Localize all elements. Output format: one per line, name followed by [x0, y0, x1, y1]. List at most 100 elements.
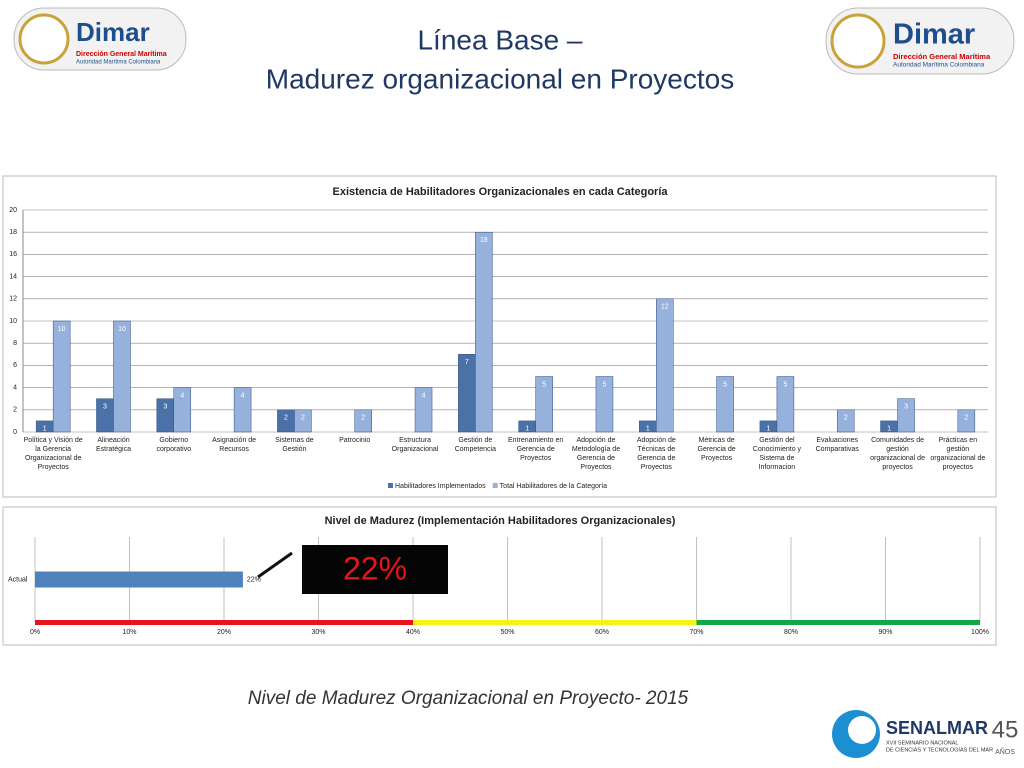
x-tick-label: 60%	[595, 629, 609, 636]
x-tick-label-box: Estructura Organizacional	[392, 437, 439, 453]
bar	[716, 376, 734, 433]
chart-frame	[2, 175, 997, 498]
x-tick-label: 50%	[500, 629, 514, 636]
x-tick-label-box: Gestión de Competencia	[455, 437, 496, 453]
x-tick-label: 100%	[971, 629, 989, 636]
x-tick-label: Evaluaciones Comparativas	[815, 437, 859, 453]
scale-band	[696, 620, 980, 625]
x-tick-label: 0%	[30, 629, 40, 636]
data-label: 18	[480, 237, 488, 244]
bar	[113, 320, 131, 433]
data-label: 3	[904, 404, 908, 411]
data-label: 2	[964, 415, 968, 422]
x-tick-label: 30%	[311, 629, 325, 636]
x-tick-label: Alineación Estratégica	[95, 437, 131, 453]
bar	[173, 387, 192, 433]
bar	[776, 376, 795, 433]
x-tick-label-box: Alineación Estratégica	[95, 437, 131, 453]
x-tick-label-box: Asignación de Recursos	[212, 437, 257, 453]
bar	[475, 231, 493, 433]
bar	[957, 409, 976, 433]
bar	[836, 409, 855, 433]
x-tick-label: Comunidades de gestión organizacional de…	[870, 437, 925, 471]
bar	[595, 376, 614, 433]
x-tick-label-box: Adopción de Metodología de Gerencia de P…	[571, 437, 621, 471]
x-tick-label: Patrocinio	[339, 437, 371, 444]
data-label: 4	[180, 392, 184, 399]
y-tick-label: 18	[9, 229, 17, 236]
x-tick-label: Política y Visión de la Gerencia Organiz…	[23, 437, 83, 471]
logo-name: Dimar	[893, 19, 975, 51]
slide-title: Madurez organizacional en Proyectos	[266, 63, 734, 94]
x-tick-label: 40%	[406, 629, 420, 636]
x-tick-label-box: Entrenamiento en Gerencia de Proyectos	[508, 437, 563, 462]
y-tick-label: 6	[13, 362, 17, 369]
footer-line1: XVII SEMINARIO NACIONAL	[886, 740, 958, 746]
x-tick-label-box: Prácticas en gestión organizacional de p…	[930, 437, 985, 471]
data-label: 10	[118, 326, 126, 333]
chart-title: Nivel de Madurez (Implementación Habilit…	[325, 515, 676, 527]
x-tick-label-box: Gestión del Conocimiento y Sistema de In…	[753, 437, 801, 471]
legend-swatch	[388, 483, 393, 488]
footer-emblem	[848, 716, 876, 744]
x-tick-label: Sistemas de Gestión	[275, 437, 314, 453]
annotation-arrow	[257, 551, 293, 579]
data-label: 12	[661, 304, 669, 311]
data-label: 1	[646, 426, 650, 433]
x-tick-label-box: Gobierno corporativo	[156, 437, 192, 453]
footer-years-label: AÑOS	[995, 747, 1015, 756]
slide-title: Línea Base –	[417, 24, 582, 55]
x-tick-label: Adopción de Técnicas de Gerencia de Proy…	[636, 437, 676, 471]
data-label: 5	[783, 381, 787, 388]
y-tick-label: 16	[9, 251, 17, 258]
data-label: 3	[103, 404, 107, 411]
legend-label: Total Habilitadores de la Categoría	[500, 483, 608, 490]
logo-line2: Autoridad Marítima Colombiana	[76, 60, 161, 66]
x-tick-label: 90%	[878, 629, 892, 636]
x-tick-label-box: Adopción de Técnicas de Gerencia de Proy…	[636, 437, 676, 471]
bar	[52, 320, 71, 433]
bar	[656, 298, 674, 433]
bar	[354, 409, 372, 433]
x-tick-label: 70%	[689, 629, 703, 636]
y-tick-label: 0	[13, 429, 17, 436]
data-label: 4	[422, 392, 426, 399]
x-tick-label-box: Evaluaciones Comparativas	[815, 437, 859, 453]
scale-band	[413, 620, 697, 625]
y-tick-label: 14	[9, 273, 17, 280]
scale-band	[35, 620, 413, 625]
legend-label: Habilitadores Implementados	[395, 483, 486, 490]
annotation: 22%	[343, 550, 407, 586]
data-label: 2	[844, 415, 848, 422]
bar	[897, 398, 915, 433]
data-label: 2	[361, 415, 365, 422]
y-tick-label: 12	[9, 296, 17, 303]
y-tick-label: Actual	[8, 576, 28, 583]
x-tick-label: Asignación de Recursos	[212, 437, 257, 453]
data-label: 10	[58, 326, 66, 333]
x-tick-label: Adopción de Metodología de Gerencia de P…	[571, 437, 621, 471]
data-label: 7	[465, 359, 469, 366]
data-label: 5	[603, 381, 607, 388]
footer-years: 45	[992, 716, 1019, 743]
data-label: 1	[525, 426, 529, 433]
data-label: 5	[542, 381, 546, 388]
x-tick-label: 20%	[217, 629, 231, 636]
y-tick-label: 10	[9, 318, 17, 325]
x-tick-label: Métricas de Gerencia de Proyectos	[697, 437, 736, 462]
y-tick-label: 2	[13, 407, 17, 414]
caption: Nivel de Madurez Organizacional en Proye…	[248, 688, 689, 709]
data-label: 22%	[247, 576, 261, 583]
logo-emblem	[830, 13, 886, 69]
logo-line2: Autoridad Marítima Colombiana	[893, 62, 985, 69]
legend-swatch	[492, 483, 498, 488]
y-tick-label: 20	[9, 207, 17, 214]
bar	[233, 387, 252, 433]
logo-left: Dimar Dirección General Marítima Autorid…	[13, 7, 187, 71]
x-tick-label: Gobierno corporativo	[156, 437, 192, 453]
y-tick-label: 8	[13, 340, 17, 347]
logo-name: Dimar	[76, 17, 150, 47]
bar	[35, 571, 243, 588]
x-tick-label-box: Política y Visión de la Gerencia Organiz…	[23, 437, 83, 471]
